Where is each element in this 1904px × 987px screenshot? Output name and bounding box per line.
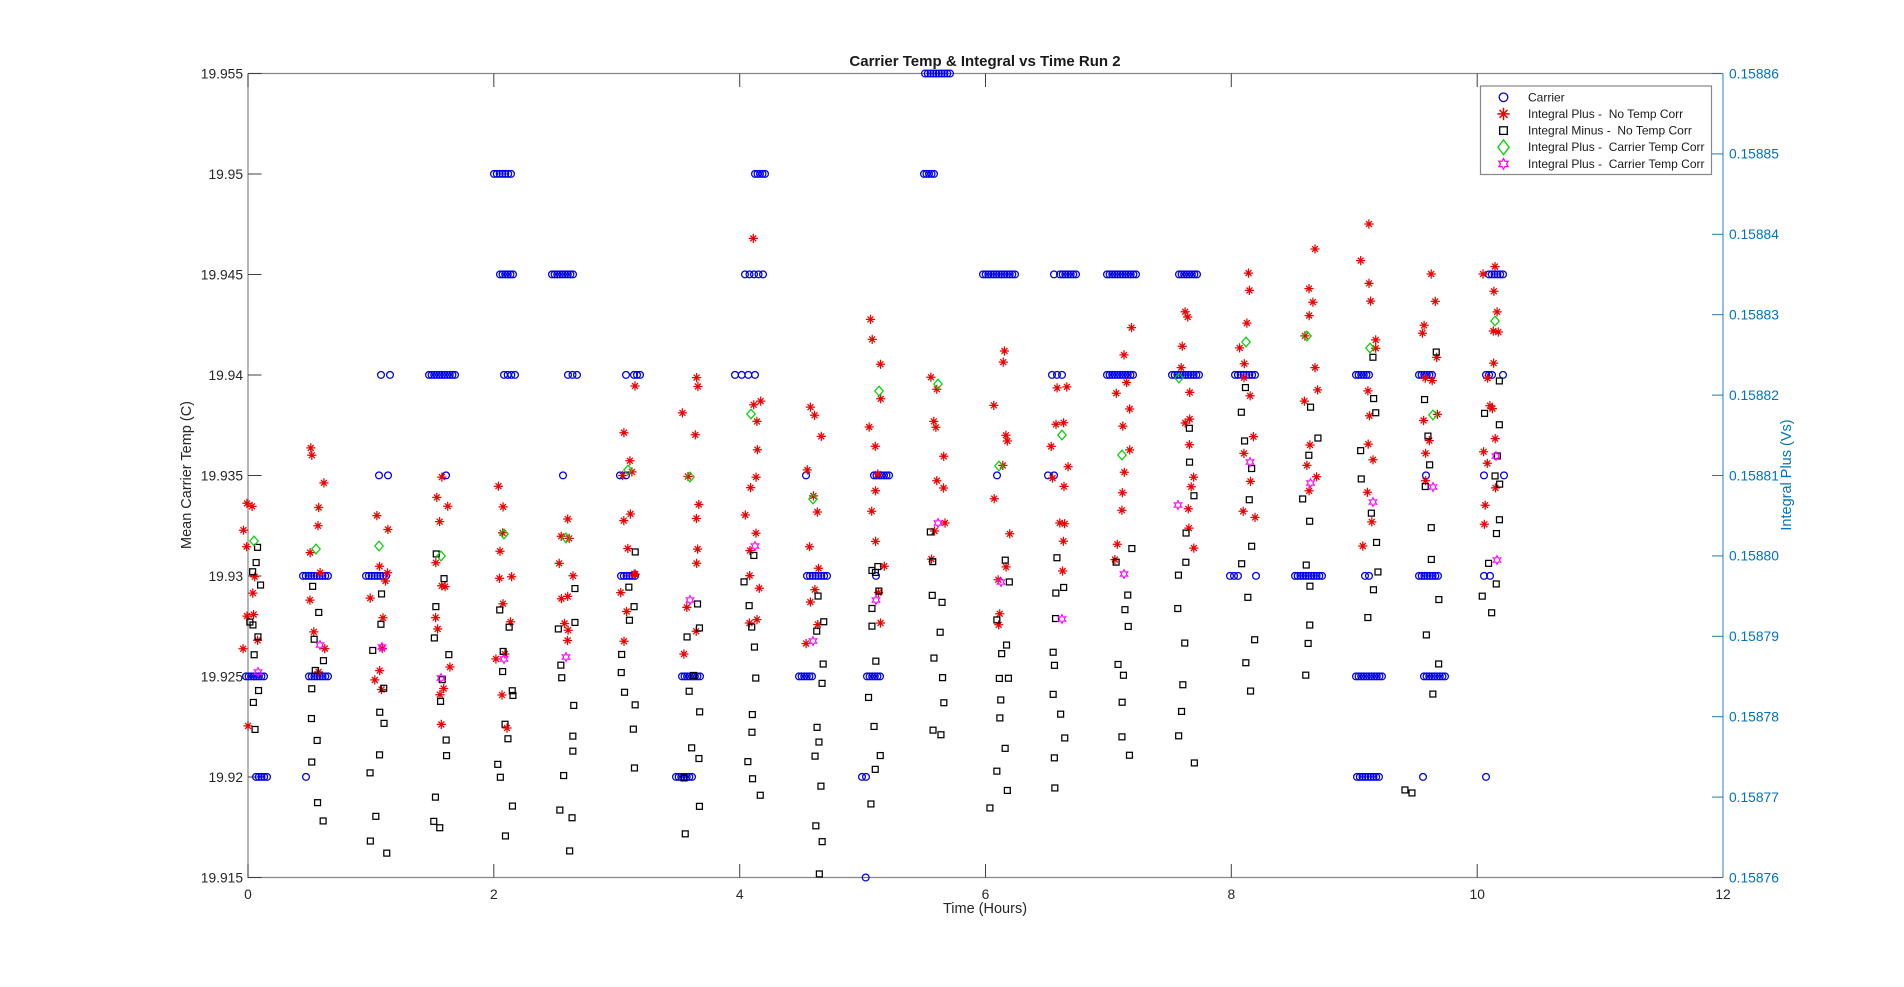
svg-text:Carrier Temp & Integral vs Tim: Carrier Temp & Integral vs Time Run 2	[849, 53, 1120, 70]
svg-text:19.915: 19.915	[201, 871, 244, 886]
svg-text:19.955: 19.955	[201, 67, 244, 82]
svg-text:0.15878: 0.15878	[1729, 710, 1779, 725]
svg-text:0.15880: 0.15880	[1729, 549, 1779, 564]
svg-text:Carrier: Carrier	[1528, 90, 1565, 104]
svg-text:Integral Plus - Carrier Temp: Integral Plus - Carrier Temp Corr	[1528, 140, 1705, 154]
svg-text:Integral Plus - Carrier Temp: Integral Plus - Carrier Temp Corr	[1528, 157, 1705, 171]
svg-text:19.94: 19.94	[208, 368, 243, 383]
svg-text:Integral Minus - No Temp Corr: Integral Minus - No Temp Corr	[1528, 124, 1692, 138]
svg-text:4: 4	[736, 887, 744, 902]
svg-text:19.93: 19.93	[208, 569, 243, 584]
svg-text:0.15884: 0.15884	[1729, 227, 1779, 242]
svg-text:0.15885: 0.15885	[1729, 147, 1779, 162]
svg-text:Integral Plus - No Temp Corr: Integral Plus - No Temp Corr	[1528, 107, 1683, 121]
svg-text:6: 6	[982, 887, 990, 902]
svg-text:0.15879: 0.15879	[1729, 629, 1779, 644]
svg-text:0: 0	[244, 887, 252, 902]
svg-text:12: 12	[1715, 887, 1730, 902]
svg-text:19.935: 19.935	[201, 469, 244, 484]
svg-text:0.15882: 0.15882	[1729, 388, 1779, 403]
svg-text:8: 8	[1227, 887, 1235, 902]
svg-text:19.95: 19.95	[208, 167, 243, 182]
svg-text:0.15886: 0.15886	[1729, 66, 1779, 81]
svg-text:19.92: 19.92	[208, 770, 243, 785]
svg-text:0.15881: 0.15881	[1729, 468, 1779, 483]
svg-text:Mean Carrier Temp (C): Mean Carrier Temp (C)	[179, 401, 195, 549]
svg-text:Time (Hours): Time (Hours)	[943, 901, 1027, 917]
svg-text:19.925: 19.925	[201, 670, 244, 685]
svg-text:2: 2	[490, 887, 498, 902]
svg-text:0.15883: 0.15883	[1729, 308, 1779, 323]
svg-text:0.15877: 0.15877	[1729, 790, 1779, 805]
svg-text:10: 10	[1470, 887, 1486, 902]
svg-text:19.945: 19.945	[201, 268, 244, 283]
svg-text:Integral Plus (Vs): Integral Plus (Vs)	[1779, 419, 1795, 530]
svg-text:0.15876: 0.15876	[1729, 870, 1779, 885]
